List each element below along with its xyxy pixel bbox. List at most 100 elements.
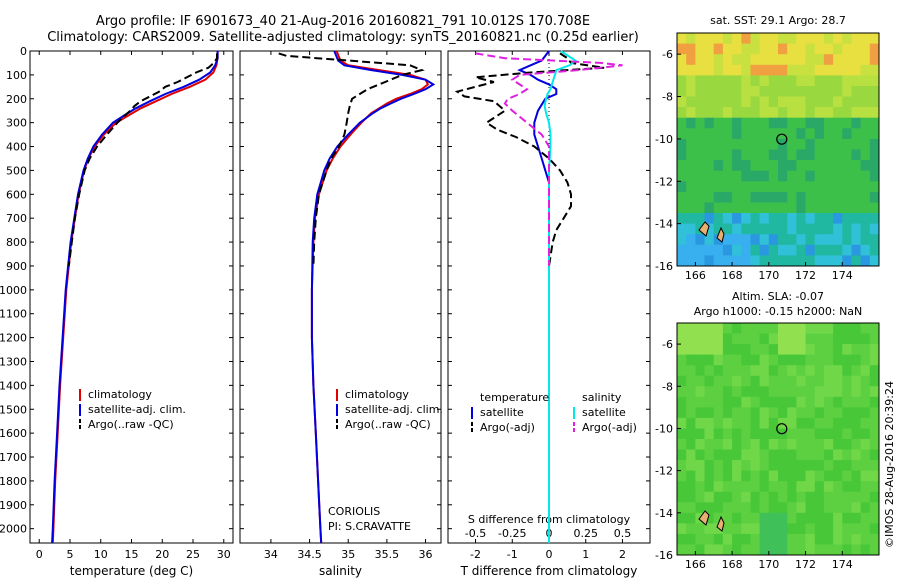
map-cell: [722, 43, 733, 55]
map-cell: [851, 138, 862, 150]
map-cell: [713, 386, 724, 398]
map-cell: [851, 354, 862, 366]
map-cell: [842, 323, 852, 334]
map-cell: [732, 54, 742, 66]
map-cell: [713, 354, 724, 366]
map-cell: [732, 33, 742, 45]
map-cell: [842, 223, 852, 235]
map-cell: [796, 512, 807, 524]
map-cell: [869, 255, 880, 267]
map-cell: [851, 512, 862, 524]
map-cell: [732, 333, 742, 345]
map-y-tick-label: -8: [662, 380, 673, 393]
map-cell: [713, 191, 724, 203]
map-cell: [750, 354, 761, 366]
map-cell: [869, 54, 880, 66]
map-cell: [787, 344, 797, 356]
plot-frame: [239, 50, 442, 544]
map-cell: [851, 181, 862, 193]
map-cell: [677, 460, 687, 472]
x-tick-label: 0: [546, 548, 553, 561]
map-cell: [860, 449, 871, 461]
map-cell: [750, 244, 761, 256]
map-cell: [695, 138, 706, 150]
map-cell: [823, 386, 834, 398]
map-cell: [759, 86, 770, 98]
map-cell: [805, 223, 816, 235]
map-cell: [750, 460, 761, 472]
profile-location-marker: [776, 133, 788, 145]
map-cell: [860, 386, 871, 398]
map-cell: [833, 54, 843, 66]
map-cell: [768, 428, 779, 440]
map-cell: [732, 417, 742, 429]
map-cell: [732, 533, 742, 545]
map-cell: [732, 407, 742, 419]
map-cell: [869, 160, 880, 172]
map-cell: [759, 396, 770, 408]
map-cell: [686, 181, 696, 193]
map-cell: [713, 439, 724, 450]
map-cell: [869, 244, 880, 256]
map-cell: [686, 107, 696, 119]
map-cell: [732, 149, 742, 161]
x-top-tick-label: -0.5: [465, 527, 486, 540]
map-cell: [695, 33, 706, 45]
map-cell: [823, 170, 834, 182]
map-cell: [796, 386, 807, 398]
legend-entry: Argo(..raw -QC): [345, 418, 431, 431]
map-cell: [823, 470, 834, 482]
map-cell: [759, 75, 770, 87]
map-cell: [796, 43, 807, 55]
map-y-tick-label: -6: [662, 338, 673, 351]
x-top-tick-label: 0.5: [614, 527, 632, 540]
map-cell: [787, 523, 797, 535]
map-cell: [677, 255, 687, 267]
map-cell: [759, 160, 770, 172]
map-cell: [805, 54, 816, 66]
map-cell: [677, 54, 687, 66]
map-cell: [722, 502, 733, 514]
map-cell: [695, 96, 706, 108]
map-cell: [805, 191, 816, 203]
map-cell: [860, 202, 871, 214]
map-cell: [833, 128, 843, 140]
map-cell: [860, 323, 871, 334]
map-cell: [686, 160, 696, 172]
map-cell: [833, 354, 843, 366]
map-cell: [750, 234, 761, 246]
map-cell: [860, 354, 871, 366]
map-cell: [759, 234, 770, 246]
map-cell: [750, 396, 761, 408]
map-cell: [814, 170, 825, 182]
map-cell: [759, 202, 770, 214]
map-cell: [778, 396, 788, 408]
map-cell: [732, 481, 742, 493]
x-tick-label: 20: [155, 548, 169, 561]
map-cell: [805, 481, 816, 493]
map-cell: [805, 375, 816, 387]
map-cell: [741, 75, 751, 87]
map-cell: [823, 107, 834, 119]
map-cell: [787, 149, 797, 161]
map-cell: [768, 223, 779, 235]
map-cell: [823, 234, 834, 246]
map-cell: [732, 64, 742, 76]
map-cell: [842, 523, 852, 535]
map-cell: [778, 64, 788, 76]
y-tick-label: 1500: [0, 403, 27, 416]
map-cell: [677, 223, 687, 235]
map-cell: [851, 439, 862, 450]
map-cell: [768, 213, 779, 225]
map-cell: [814, 491, 825, 503]
map-cell: [851, 170, 862, 182]
map-cell: [695, 417, 706, 429]
map-cell: [851, 491, 862, 503]
map-cell: [851, 386, 862, 398]
map-cell: [741, 244, 751, 256]
map-cell: [814, 417, 825, 429]
map-cell: [722, 86, 733, 98]
map-cell: [814, 138, 825, 150]
map-cell: [750, 202, 761, 214]
map-cell: [704, 170, 715, 182]
